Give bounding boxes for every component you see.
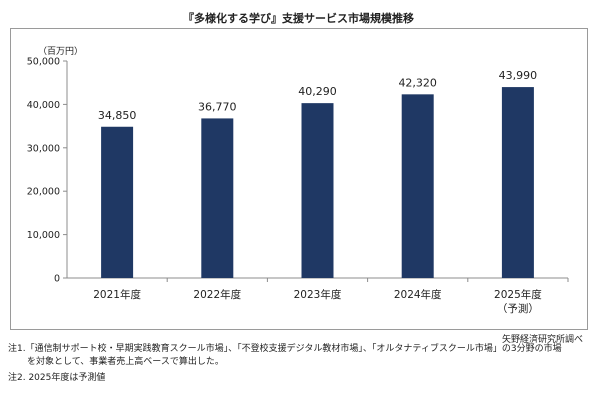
- note-2: 注2. 2025年度は予測値: [8, 373, 106, 383]
- y-tick-label: 0: [54, 274, 60, 285]
- chart-frame: [10, 28, 588, 330]
- note-1-line-2: を対象として、事業者売上高ベースで算出した。: [27, 357, 224, 367]
- y-axis-unit-label: （百万円）: [38, 47, 84, 57]
- bar-2025年度: [501, 87, 534, 278]
- x-category-label: 2023年度: [294, 288, 342, 301]
- chart-title: 『多様化する学び』支援サービス市場規模推移: [183, 12, 414, 25]
- y-tick-label: 10,000: [27, 230, 60, 241]
- x-category-label: 2024年度: [394, 288, 442, 301]
- x-category-label: 2025年度: [494, 288, 542, 301]
- bar-2023年度: [301, 103, 334, 278]
- x-category-sublabel: （予測）: [497, 302, 539, 315]
- y-tick-label: 40,000: [27, 100, 60, 111]
- source-credit: 矢野経済研究所調べ: [501, 335, 583, 345]
- y-tick-label: 20,000: [27, 187, 60, 198]
- bar-value-label: 34,850: [98, 109, 137, 122]
- x-category-label: 2021年度: [93, 288, 141, 301]
- bar-value-label: 42,320: [398, 76, 437, 89]
- x-category-label: 2022年度: [193, 288, 241, 301]
- y-tick-label: 30,000: [27, 143, 60, 154]
- note-1-line-1: 注1.「通信制サポート校・早期実践教育スクール市場」、「不登校支援デジタル教材市…: [8, 344, 562, 354]
- bar-value-label: 40,290: [298, 85, 337, 98]
- bar-value-label: 43,990: [499, 69, 538, 82]
- bar-2022年度: [201, 118, 234, 278]
- bar-value-label: 36,770: [198, 100, 237, 113]
- bar-2021年度: [101, 126, 134, 278]
- y-tick-label: 50,000: [27, 57, 60, 68]
- bar-2024年度: [401, 94, 434, 278]
